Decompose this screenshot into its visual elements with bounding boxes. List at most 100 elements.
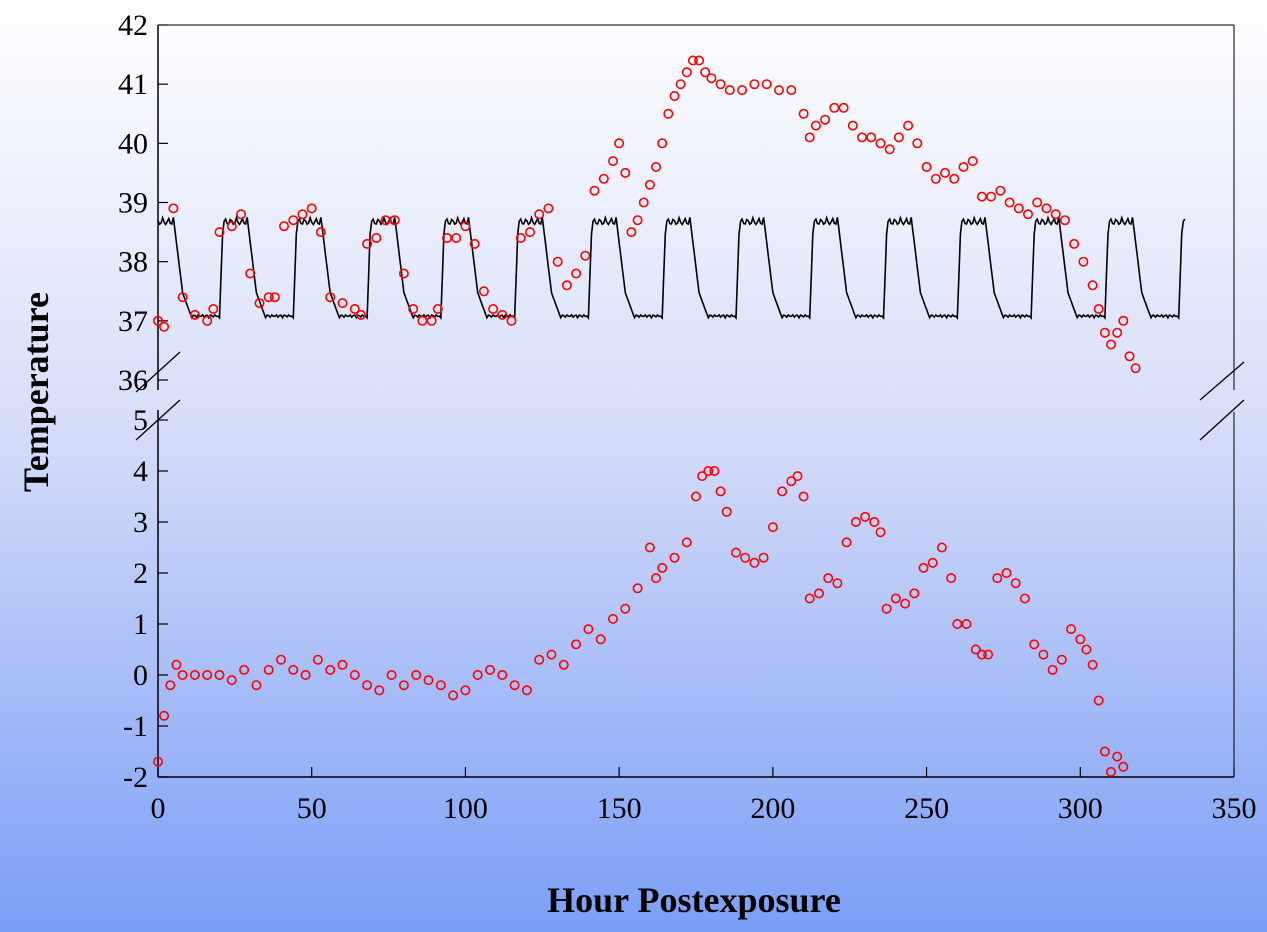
upper-panel-data-point [398, 268, 409, 279]
upper-panel-data-point [1099, 327, 1110, 338]
lower-panel-data-point [798, 491, 809, 502]
x-tick-label: 200 [750, 792, 795, 825]
lower-panel-data-point [669, 552, 680, 563]
x-tick-label: 0 [151, 792, 166, 825]
upper-panel-data-point [349, 303, 360, 314]
upper-panel-data-point [650, 162, 661, 173]
lower-panel-data-point [767, 522, 778, 533]
lower-panel-data-point [976, 649, 987, 660]
lower-panel-data-point [214, 669, 225, 680]
lower-panel-data-point [1075, 634, 1086, 645]
axes-layer [135, 24, 1245, 778]
upper-panel-data-point [451, 233, 462, 244]
lower-panel-data-point [448, 690, 459, 701]
lower-panel-data-point [337, 659, 348, 670]
lower-panel-data-point [484, 664, 495, 675]
upper-panel-data-point [700, 67, 711, 78]
upper-panel-data-point [306, 203, 317, 214]
upper-panel-data-point [829, 102, 840, 113]
lower-panel-data-point [823, 573, 834, 584]
lower-panel-data-point [435, 680, 446, 691]
x-tick-label: 300 [1058, 792, 1103, 825]
upper-panel-data-point [626, 227, 637, 238]
lower-y-tick-label: 3 [133, 506, 148, 539]
axis-break-mark-2 [1199, 361, 1245, 401]
x-tick-label: 100 [443, 792, 488, 825]
upper-panel-data-point [638, 197, 649, 208]
lower-panel-data-point [730, 547, 741, 558]
axis-break-mark-0 [135, 351, 181, 393]
upper-panel-data-point [1004, 197, 1015, 208]
upper-panel-data-point [798, 108, 809, 119]
upper-panel-data-point [875, 138, 886, 149]
lower-panel-data-point [970, 644, 981, 655]
upper-panel-data-point [669, 91, 680, 102]
upper-panel-data-point [254, 298, 265, 309]
upper-panel-data-point [1050, 209, 1061, 220]
lower-panel-data-point [690, 491, 701, 502]
upper-panel-data-point [598, 173, 609, 184]
lower-panel-data-point [288, 664, 299, 675]
upper-panel-data-point [543, 203, 554, 214]
lower-panel-data-point [1029, 639, 1040, 650]
upper-panel-data-point [408, 303, 419, 314]
lower-panel-data-point [607, 613, 618, 624]
upper-panel-data-point [1032, 197, 1043, 208]
upper-panel-data-point [644, 179, 655, 190]
lower-panel-data-point [703, 465, 714, 476]
lower-panel-data-point [362, 680, 373, 691]
upper-panel-data-point [1106, 339, 1117, 350]
upper-panel-data-point [315, 227, 326, 238]
lower-panel-data-point [992, 573, 1003, 584]
lower-panel-data-point [1010, 578, 1021, 589]
upper-panel-data-point [939, 167, 950, 178]
lower-panel-data-point [189, 669, 200, 680]
upper-panel-data-point [1093, 303, 1104, 314]
upper-panel-data-point [325, 292, 336, 303]
x-tick-label: 150 [597, 792, 642, 825]
upper-panel-data-point [515, 233, 526, 244]
lower-panel-data-point [1066, 624, 1077, 635]
upper-panel-data-point [675, 79, 686, 90]
upper-panel-data-point [478, 286, 489, 297]
lower-panel-data-point [632, 583, 643, 594]
lower-panel-data-point [583, 624, 594, 635]
upper-panel-data-point [297, 209, 308, 220]
upper-panel-data-point [856, 132, 867, 143]
upper-panel-data-point [614, 138, 625, 149]
lower-panel-data-point [983, 649, 994, 660]
lower-panel-data-point [300, 669, 311, 680]
upper-panel-data-point [607, 156, 618, 167]
lower-panel-data-point [1038, 649, 1049, 660]
lower-panel-data-point [558, 659, 569, 670]
lower-panel-data-point [681, 537, 692, 548]
upper-panel-data-point [958, 162, 969, 173]
upper-panel-data-point [1124, 351, 1135, 362]
lower-panel-data-point [918, 562, 929, 573]
lower-panel-data-point [1056, 654, 1067, 665]
upper-panel-data-point [1013, 203, 1024, 214]
lower-panel-data-point [758, 552, 769, 563]
upper-panel-data-point [912, 138, 923, 149]
upper-panel-data-point [930, 173, 941, 184]
lower-panel-data-point [546, 649, 557, 660]
lower-panel-data-point [657, 562, 668, 573]
lower-panel-data-point [312, 654, 323, 665]
upper-y-tick-label: 39 [118, 187, 148, 220]
upper-panel-data-point [1069, 238, 1080, 249]
lower-panel-data-point [644, 542, 655, 553]
upper-panel-data-point [226, 221, 237, 232]
upper-panel-data-point [488, 303, 499, 314]
baseline-temperature-line [157, 215, 1186, 321]
upper-panel-data-point [288, 215, 299, 226]
x-axis-title: Hour Postexposure [547, 880, 841, 920]
lower-panel-data-point [571, 639, 582, 650]
lower-panel-data-point [1112, 751, 1123, 762]
upper-panel-data-point [903, 120, 914, 131]
upper-panel-data-point [773, 85, 784, 96]
axis-break-mark-3 [1199, 399, 1245, 441]
lower-panel-data-point [792, 471, 803, 482]
lower-panel-data-point [1106, 766, 1117, 777]
lower-panel-data-point [521, 685, 532, 696]
